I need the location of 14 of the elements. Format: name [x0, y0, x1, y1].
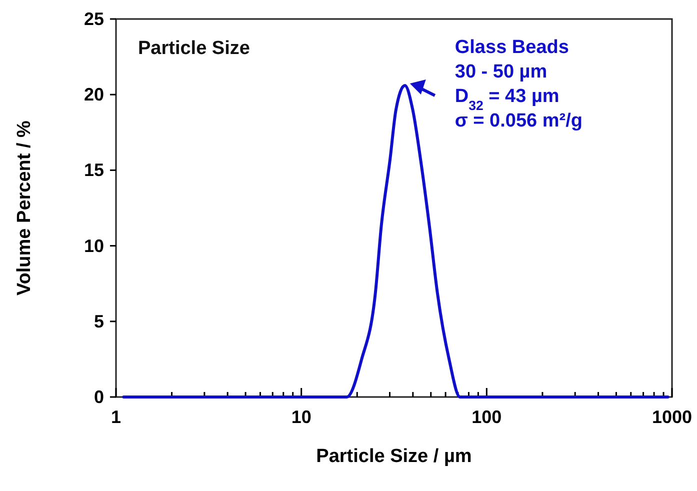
- y-axis-title: Volume Percent / %: [14, 120, 35, 296]
- x-tick-label: 10: [291, 407, 312, 427]
- x-axis-title: Particle Size / µm: [316, 446, 472, 467]
- y-tick-label: 10: [84, 236, 104, 256]
- annotation: Glass Beads 30 - 50 µm D$_{32}$ = 43 µm σ = 0.056 m²/g: [454, 37, 582, 132]
- y-tick-label: 25: [84, 9, 104, 29]
- annotation: Particle Size: [138, 38, 250, 59]
- x-tick-label: 100: [472, 407, 502, 427]
- y-tick-label: 20: [84, 84, 104, 105]
- y-tick-label: 15: [84, 160, 104, 180]
- y-tick-label: 0: [94, 387, 104, 407]
- x-tick-label: 1: [110, 407, 122, 427]
- x-tick-label: 1000: [652, 407, 692, 427]
- y-tick-label: 5: [94, 311, 104, 332]
